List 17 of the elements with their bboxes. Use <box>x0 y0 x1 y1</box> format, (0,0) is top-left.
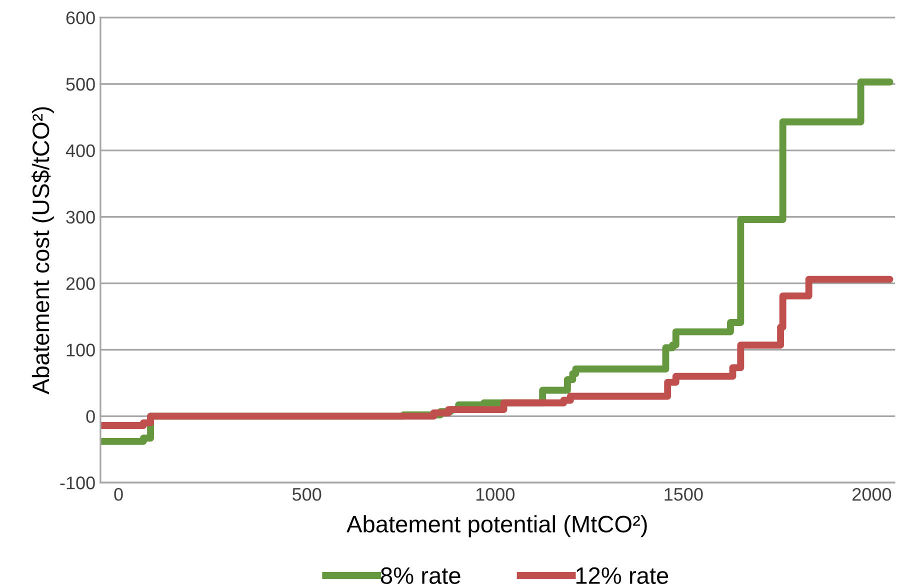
x-tick-label: 0 <box>114 488 123 501</box>
y-tick-label: 300 <box>66 210 95 224</box>
y-tick-label: 0 <box>86 410 95 423</box>
y-tick-label: 600 <box>66 11 95 24</box>
y-axis-title: Abatement cost (US$/tCO²) <box>32 107 54 394</box>
y-tick-label: 400 <box>66 144 95 158</box>
legend-label: 8% rate <box>380 567 460 584</box>
y-tick-label: 200 <box>66 277 95 290</box>
x-tick-label: 1000 <box>476 488 515 501</box>
x-tick-label: 1500 <box>664 488 703 501</box>
y-tick-label: 100 <box>66 344 95 356</box>
x-tick-label: 2000 <box>852 488 892 501</box>
y-tick-label: 500 <box>66 78 95 91</box>
x-tick-label: 500 <box>292 488 322 501</box>
legend-label: 12% rate <box>576 567 668 584</box>
y-tick-label: -100 <box>60 476 95 490</box>
x-axis-title: Abatement potential (MtCO²) <box>346 515 647 538</box>
